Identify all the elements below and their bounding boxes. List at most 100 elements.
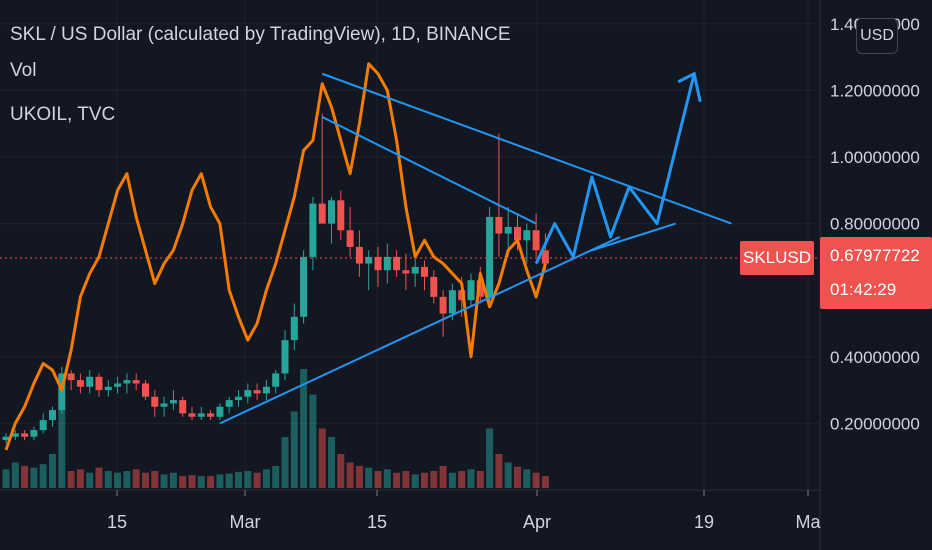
volume-bar bbox=[160, 474, 168, 488]
candle-body bbox=[123, 380, 131, 384]
volume-bar bbox=[300, 369, 308, 488]
volume-bar bbox=[188, 475, 196, 488]
volume-bar bbox=[86, 472, 94, 488]
candle-body bbox=[21, 433, 29, 437]
candle-body bbox=[421, 266, 428, 277]
candle-body bbox=[355, 246, 363, 264]
volume-bar bbox=[541, 476, 549, 488]
symbol-title[interactable]: SKL / US Dollar (calculated by TradingVi… bbox=[10, 24, 511, 45]
candle-body bbox=[207, 413, 215, 417]
candle-body bbox=[235, 396, 242, 401]
volume-bar bbox=[76, 469, 84, 488]
volume-bar bbox=[309, 394, 317, 488]
volume-bar bbox=[21, 465, 29, 488]
volume-legend[interactable]: Vol bbox=[10, 60, 37, 81]
time-axis[interactable]: 15 Mar 15 Apr 19 Ma bbox=[107, 490, 822, 532]
price-tick-label: 1.00000000 bbox=[830, 148, 920, 167]
volume-bar bbox=[207, 476, 215, 488]
candle-body bbox=[132, 380, 140, 384]
candle-body bbox=[290, 316, 298, 341]
time-tick-label: 15 bbox=[367, 512, 387, 532]
candle-body bbox=[467, 280, 475, 301]
volume-bar bbox=[486, 428, 494, 488]
volume-bar bbox=[402, 471, 410, 488]
candle-body bbox=[514, 226, 521, 241]
candle-body bbox=[160, 403, 168, 407]
volume-bar bbox=[448, 472, 456, 488]
volume-bar bbox=[244, 471, 252, 488]
candle-body bbox=[179, 400, 187, 414]
candle-body bbox=[541, 250, 549, 264]
time-tick-label: Mar bbox=[230, 512, 261, 532]
time-tick-label: Ma bbox=[795, 512, 821, 532]
overlay-series-line bbox=[4, 62, 547, 451]
volume-bar bbox=[532, 472, 540, 488]
volume-bar bbox=[337, 454, 345, 488]
candle-body bbox=[39, 420, 47, 431]
time-tick-label: 19 bbox=[694, 512, 714, 532]
volume-bar bbox=[467, 469, 475, 488]
candle-body bbox=[504, 226, 512, 234]
volume-bar bbox=[95, 467, 103, 488]
volume-bar bbox=[253, 472, 261, 488]
trendline bbox=[591, 222, 676, 252]
price-axis[interactable]: 1.400000001.200000001.000000000.80000000… bbox=[830, 15, 920, 434]
volume-bar bbox=[132, 469, 140, 488]
candle-body bbox=[188, 413, 196, 417]
candle-body bbox=[309, 203, 317, 257]
candle-body bbox=[411, 266, 419, 274]
volume-bar bbox=[272, 465, 280, 488]
candle-body bbox=[151, 396, 159, 407]
volume-bar bbox=[495, 454, 503, 488]
volume-bar bbox=[411, 474, 419, 488]
volume-bar bbox=[49, 454, 56, 488]
current-price-value: 0.67977722 bbox=[830, 246, 920, 265]
current-price-badge bbox=[820, 237, 932, 309]
candle-body bbox=[365, 256, 373, 264]
volume-bar bbox=[67, 471, 75, 488]
candle-body bbox=[448, 290, 456, 314]
volume-bar bbox=[142, 472, 149, 488]
price-tick-label: 0.80000000 bbox=[830, 215, 920, 234]
trendline bbox=[321, 116, 537, 225]
candle-body bbox=[253, 390, 261, 394]
overlay-legend[interactable]: UKOIL, TVC bbox=[10, 104, 116, 125]
volume-bar bbox=[346, 462, 354, 488]
volume-bar bbox=[104, 471, 112, 488]
volume-bar bbox=[383, 469, 391, 488]
candle-body bbox=[244, 390, 252, 397]
candle-body bbox=[402, 270, 410, 274]
candle-body bbox=[337, 200, 345, 231]
price-tick-label: 0.40000000 bbox=[830, 348, 920, 367]
time-tick-label: 15 bbox=[107, 512, 127, 532]
projection-path bbox=[534, 73, 696, 265]
volume-bar bbox=[262, 469, 270, 488]
volume-bars bbox=[2, 369, 549, 488]
volume-bar bbox=[328, 437, 335, 488]
candle-body bbox=[216, 406, 224, 417]
projection-arrowhead bbox=[677, 71, 702, 103]
candle-body bbox=[86, 376, 94, 387]
candle-body bbox=[197, 413, 205, 417]
volume-bar bbox=[123, 471, 131, 488]
volume-bar bbox=[225, 473, 233, 488]
volume-bar bbox=[476, 471, 484, 488]
candle-body bbox=[346, 230, 354, 247]
currency-button[interactable]: USD bbox=[856, 18, 898, 54]
candle-body bbox=[11, 433, 19, 437]
candle-body bbox=[104, 386, 112, 391]
volume-bar bbox=[281, 437, 289, 488]
candle-body bbox=[532, 230, 540, 251]
volume-bar bbox=[393, 472, 401, 488]
volume-bar bbox=[151, 471, 159, 488]
volume-bar bbox=[439, 465, 447, 488]
ukoil-overlay-line bbox=[4, 62, 547, 451]
time-tick-label: Apr bbox=[523, 512, 551, 532]
volume-bar bbox=[290, 411, 298, 488]
volume-bar bbox=[197, 476, 205, 488]
candle-body bbox=[318, 203, 326, 224]
candle-body bbox=[281, 340, 289, 374]
candle-body bbox=[262, 386, 270, 394]
candle-body bbox=[393, 256, 401, 271]
